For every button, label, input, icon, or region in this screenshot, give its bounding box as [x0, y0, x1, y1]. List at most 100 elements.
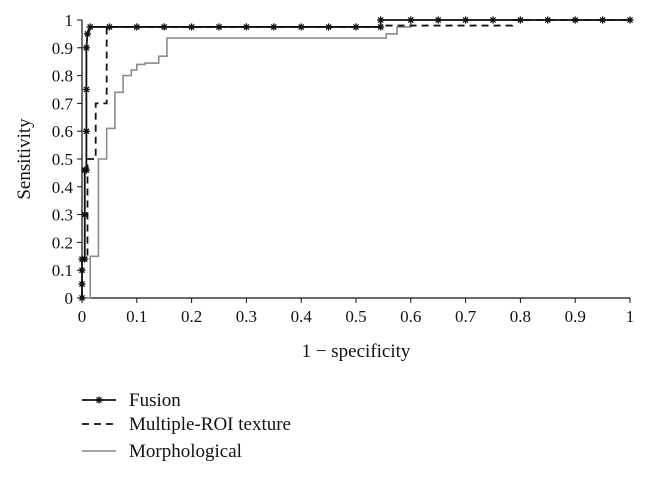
x-tick-label: 0.9	[565, 307, 586, 326]
y-tick-label: 0.9	[52, 39, 73, 58]
data-point	[86, 23, 94, 31]
data-point	[242, 23, 250, 31]
data-point	[82, 44, 90, 52]
marker-stroke	[572, 16, 579, 24]
legend-marker	[95, 396, 103, 404]
y-tick-label: 0.5	[52, 150, 73, 169]
legend-item: Morphological	[82, 441, 242, 462]
marker-stroke	[626, 16, 634, 24]
marker-stroke	[161, 23, 168, 30]
x-axis-label: 1 − specificity	[302, 341, 411, 362]
data-point	[434, 16, 442, 24]
y-tick-label: 0.4	[52, 178, 74, 197]
x-tick-label: 0.5	[345, 307, 366, 326]
data-point	[82, 85, 90, 94]
data-point	[78, 280, 86, 288]
axes: 0 0.1 0.2 0.3 0.4 0.5 0.6 0.7 0.8 0.9 1 0 0.1 0.2 0.3 0…	[14, 11, 634, 362]
data-point	[571, 16, 579, 24]
x-tick-label: 0.2	[181, 307, 202, 326]
legend-item: Multiple-ROI texture	[82, 414, 291, 435]
x-tick-label: 0.4	[291, 307, 313, 326]
marker-stroke	[435, 16, 442, 24]
marker-stroke	[84, 30, 91, 37]
data-point	[133, 23, 141, 31]
y-tick-label: 0.1	[52, 261, 73, 280]
legend-item: Fusion	[82, 390, 181, 411]
marker-stroke	[489, 16, 497, 24]
x-tick-label: 0.8	[510, 307, 531, 326]
marker-stroke	[517, 16, 524, 24]
data-point	[82, 166, 90, 174]
data-point	[407, 16, 415, 24]
data-point	[352, 23, 360, 31]
marker-stroke	[78, 281, 86, 288]
marker-stroke	[352, 23, 360, 30]
x-tick-label: 0.1	[126, 307, 147, 326]
data-point	[270, 23, 278, 31]
data-point	[599, 16, 607, 24]
data-point	[462, 16, 470, 24]
data-point	[188, 23, 196, 31]
marker-stroke	[407, 16, 414, 24]
y-axis-label: Sensitivity	[14, 118, 35, 200]
data-point	[544, 16, 552, 24]
data-point	[325, 23, 333, 31]
data-point	[82, 127, 90, 135]
x-tick-label: 0.7	[455, 307, 477, 326]
data-point	[83, 30, 92, 38]
marker-stroke	[78, 294, 86, 302]
legend: Fusion Multiple-ROI texture Morphological	[82, 390, 291, 462]
data-point	[489, 16, 497, 24]
data-point	[81, 211, 89, 219]
marker-stroke	[83, 128, 90, 135]
x-tick-label: 0	[78, 307, 87, 326]
y-tick-label: 0.8	[52, 67, 73, 86]
x-tick-label: 1	[626, 307, 635, 326]
series-line	[81, 19, 630, 298]
data-point	[81, 255, 89, 263]
data-point	[78, 294, 86, 302]
legend-label: Multiple-ROI texture	[129, 414, 291, 435]
y-tick-label: 0	[65, 289, 74, 308]
series-line	[82, 19, 630, 299]
marker-stroke	[83, 86, 90, 93]
y-tick-label: 0.3	[52, 206, 73, 225]
marker-stroke	[83, 167, 90, 174]
data-point	[105, 23, 113, 31]
marker-stroke	[83, 44, 90, 51]
series-morphological	[82, 19, 630, 299]
legend-label: Fusion	[129, 390, 181, 411]
marker-stroke	[81, 256, 88, 263]
data-point	[626, 16, 634, 24]
y-tick-label: 0.2	[52, 233, 73, 252]
x-tick-label: 0.6	[400, 307, 421, 326]
marker-stroke	[188, 23, 195, 30]
data-point	[78, 266, 86, 274]
marker-stroke	[78, 267, 86, 274]
marker-stroke	[87, 23, 94, 30]
legend-label: Morphological	[129, 441, 242, 462]
marker-stroke	[544, 16, 551, 24]
y-tick-label: 0.7	[52, 94, 74, 113]
series-fusion	[78, 16, 634, 302]
data-point	[377, 16, 385, 24]
x-tick-label: 0.3	[236, 307, 257, 326]
y-tick-label: 1	[65, 11, 74, 30]
marker-stroke	[270, 23, 277, 30]
marker-stroke	[599, 16, 606, 24]
series-line	[81, 19, 630, 298]
data-point	[160, 23, 168, 31]
marker-stroke	[377, 16, 384, 24]
y-tick-label: 0.6	[52, 122, 73, 141]
marker-stroke	[377, 23, 384, 30]
marker-stroke	[133, 23, 140, 30]
marker-stroke	[325, 23, 332, 30]
data-point	[377, 23, 385, 31]
data-point	[516, 16, 524, 24]
marker-stroke	[106, 23, 113, 30]
marker-stroke	[95, 396, 103, 404]
series-multiple-roi-texture	[81, 19, 630, 298]
marker-stroke	[462, 16, 469, 24]
series-layer	[78, 16, 634, 302]
